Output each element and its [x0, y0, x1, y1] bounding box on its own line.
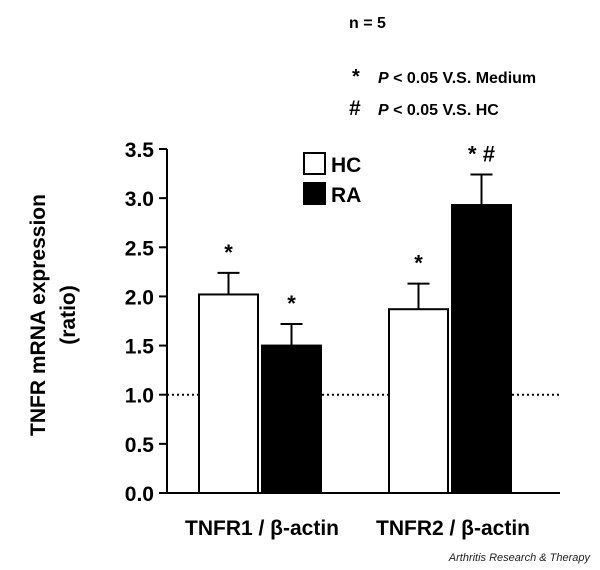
- star-note: * P < 0.05 V.S. Medium: [352, 66, 536, 89]
- star-symbol: *: [352, 66, 360, 88]
- hash-note-text: < 0.05 V.S. HC: [388, 102, 499, 119]
- y-tick-label: 1.5: [125, 336, 155, 359]
- legend-label-hc: HC: [331, 154, 361, 177]
- legend-swatch-hc: [303, 152, 326, 175]
- journal-credit: Arthritis Research & Therapy: [448, 552, 590, 564]
- legend-swatch-ra: [303, 182, 326, 205]
- y-tick-label: 1.0: [125, 385, 154, 408]
- y-tick-label: 0.5: [125, 434, 155, 457]
- bar-ra-2: [451, 204, 512, 494]
- y-tick-label: 3.0: [125, 188, 154, 211]
- x-category-label: TNFR1 / β-actin: [185, 517, 339, 540]
- significance-marker: * #: [468, 142, 495, 167]
- hash-symbol: #: [349, 97, 361, 120]
- y-axis-title: TNFR mRNA expression (ratio): [27, 194, 80, 436]
- y-tick-label: 2.0: [125, 286, 154, 309]
- star-p-symbol: P: [378, 70, 389, 87]
- bar-ra-1: [261, 344, 322, 495]
- significance-marker: *: [224, 240, 233, 265]
- y-tick-label: 0.0: [125, 483, 154, 506]
- bar-hc-1: [198, 293, 259, 494]
- x-labels: TNFR1 / β-actin TNFR2 / β-actin: [185, 517, 530, 540]
- y-ticks: 0.0 0.5 1.0 1.5 2.0 2.5 3.0 3.5: [125, 139, 167, 506]
- y-axis-title-line1: TNFR mRNA expression: [27, 194, 50, 436]
- legend-label-ra: RA: [331, 184, 361, 207]
- x-category-label: TNFR2 / β-actin: [376, 517, 530, 540]
- significance-marker: *: [287, 291, 296, 316]
- y-axis-title-line2: (ratio): [57, 285, 80, 345]
- bar-hc-2: [388, 308, 449, 494]
- y-tick-label: 3.5: [125, 139, 155, 162]
- n-label: n = 5: [349, 15, 386, 32]
- hash-p-symbol: P: [378, 102, 389, 119]
- legend: HC RA: [303, 152, 361, 207]
- star-note-text: < 0.05 V.S. Medium: [388, 70, 537, 87]
- significance-marker: *: [414, 251, 423, 276]
- bars: * * * * #: [198, 142, 512, 495]
- y-tick-label: 2.5: [125, 237, 155, 260]
- hash-note: # P < 0.05 V.S. HC: [349, 97, 499, 121]
